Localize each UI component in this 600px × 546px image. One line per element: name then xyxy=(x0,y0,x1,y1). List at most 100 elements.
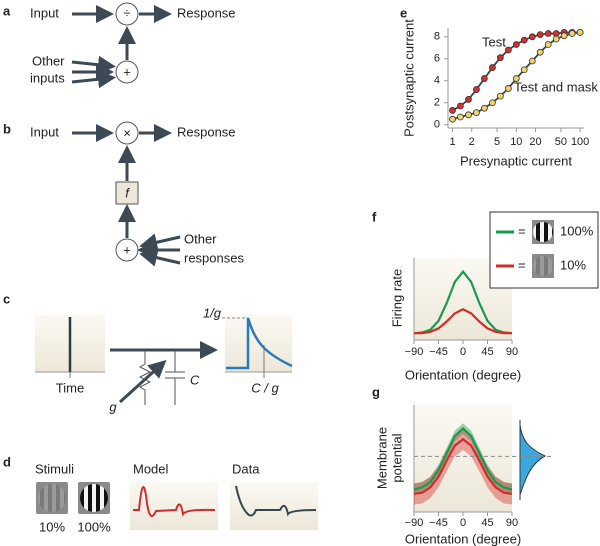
diagram-arrows xyxy=(71,5,218,404)
contrast-label: 100% xyxy=(77,519,111,534)
y-tick-label: 0 xyxy=(434,119,440,131)
marker xyxy=(528,57,536,65)
panel-label: b xyxy=(3,121,11,136)
series-label: Test and mask xyxy=(514,79,598,94)
x-tick-label: −45 xyxy=(429,517,448,529)
x-tick-label: 90 xyxy=(506,517,518,529)
marker xyxy=(536,48,544,56)
distribution xyxy=(519,424,547,496)
marker xyxy=(544,30,552,37)
tau-label: C / g xyxy=(251,380,279,395)
response-label: Response xyxy=(177,5,236,20)
x-tick-label: 1 xyxy=(449,136,455,148)
series-line xyxy=(413,427,513,491)
x-tick-label: 0 xyxy=(460,517,466,529)
input-label: Input xyxy=(30,5,59,20)
legend-equals: = xyxy=(518,223,526,238)
diagram-nodes xyxy=(115,2,139,262)
x-tick-label: 45 xyxy=(481,517,493,529)
y-tick-label: 2 xyxy=(434,97,440,109)
panel-label: a xyxy=(3,3,11,18)
series-line xyxy=(413,269,513,335)
marker xyxy=(512,75,520,82)
marker xyxy=(560,32,568,40)
panel-label: g xyxy=(372,384,380,399)
marker xyxy=(576,28,584,36)
legend-label: 100% xyxy=(560,223,594,238)
marker xyxy=(465,96,472,103)
peak-label: 1/g xyxy=(203,305,222,320)
model-label: Model xyxy=(133,461,169,476)
panel-label: f xyxy=(372,209,377,224)
marker xyxy=(568,30,576,37)
x-axis-label: Presynaptic current xyxy=(460,153,572,168)
function: f xyxy=(125,185,130,200)
series-line xyxy=(413,437,513,495)
series-label: Test xyxy=(482,34,506,49)
error-band xyxy=(414,423,512,495)
series-line xyxy=(414,308,512,335)
y-axis-label: potential xyxy=(389,433,404,482)
panel-label: e xyxy=(400,5,407,20)
marker xyxy=(496,54,504,62)
legend-grating xyxy=(533,222,553,242)
circuit xyxy=(138,350,185,405)
response-curve xyxy=(226,317,293,370)
time-label: Time xyxy=(56,380,84,395)
data-box xyxy=(230,482,318,530)
other-label: Other xyxy=(184,231,217,246)
y-tick-label: 4 xyxy=(434,75,440,87)
y-axis-label: Membrane xyxy=(374,427,389,489)
x-axis-label: Orientation (degree) xyxy=(405,367,521,382)
model-trace xyxy=(133,486,216,517)
marker xyxy=(473,86,480,93)
marker xyxy=(473,109,480,117)
marker xyxy=(504,46,512,54)
x-tick-label: −90 xyxy=(405,517,424,529)
other-label: Other xyxy=(32,53,65,68)
contrast-label: 10% xyxy=(39,519,65,534)
x-tick-label: 0 xyxy=(460,346,466,358)
plot-background xyxy=(414,405,512,512)
marker xyxy=(552,35,560,43)
model-box xyxy=(130,482,218,530)
x-tick-label: −45 xyxy=(429,346,448,358)
marker xyxy=(512,41,520,48)
marker xyxy=(544,41,552,48)
x-tick-label: 10 xyxy=(510,136,522,148)
operator: × xyxy=(123,125,131,140)
panel-label: d xyxy=(3,454,11,469)
marker xyxy=(480,104,488,112)
legend-grating xyxy=(533,256,553,276)
response-label: Response xyxy=(177,124,236,139)
y-tick-label: 6 xyxy=(434,53,440,65)
x-tick-label: 90 xyxy=(506,346,518,358)
marker xyxy=(457,102,464,110)
legend-label: 10% xyxy=(560,257,586,272)
marker xyxy=(449,107,456,114)
marker xyxy=(465,111,472,119)
x-tick-label: 45 xyxy=(481,346,493,358)
marker xyxy=(536,31,544,38)
marker xyxy=(528,33,536,41)
marker xyxy=(520,66,528,74)
marker xyxy=(489,64,496,71)
x-tick-label: 20 xyxy=(529,136,541,148)
marker xyxy=(480,75,488,82)
input-label: Input xyxy=(30,124,59,139)
error-band xyxy=(414,428,512,505)
data-trace xyxy=(235,485,317,517)
g-label: g xyxy=(109,399,117,414)
x-axis-label: Orientation (degree) xyxy=(405,531,521,546)
marker xyxy=(449,115,456,123)
marker xyxy=(496,92,504,100)
x-tick-label: 50 xyxy=(555,136,567,148)
operator: + xyxy=(123,64,131,79)
marker xyxy=(520,36,528,44)
data-label: Data xyxy=(232,461,260,476)
marker xyxy=(489,99,496,107)
y-axis-label: Postsynaptic current xyxy=(401,19,416,137)
grating xyxy=(80,484,108,512)
